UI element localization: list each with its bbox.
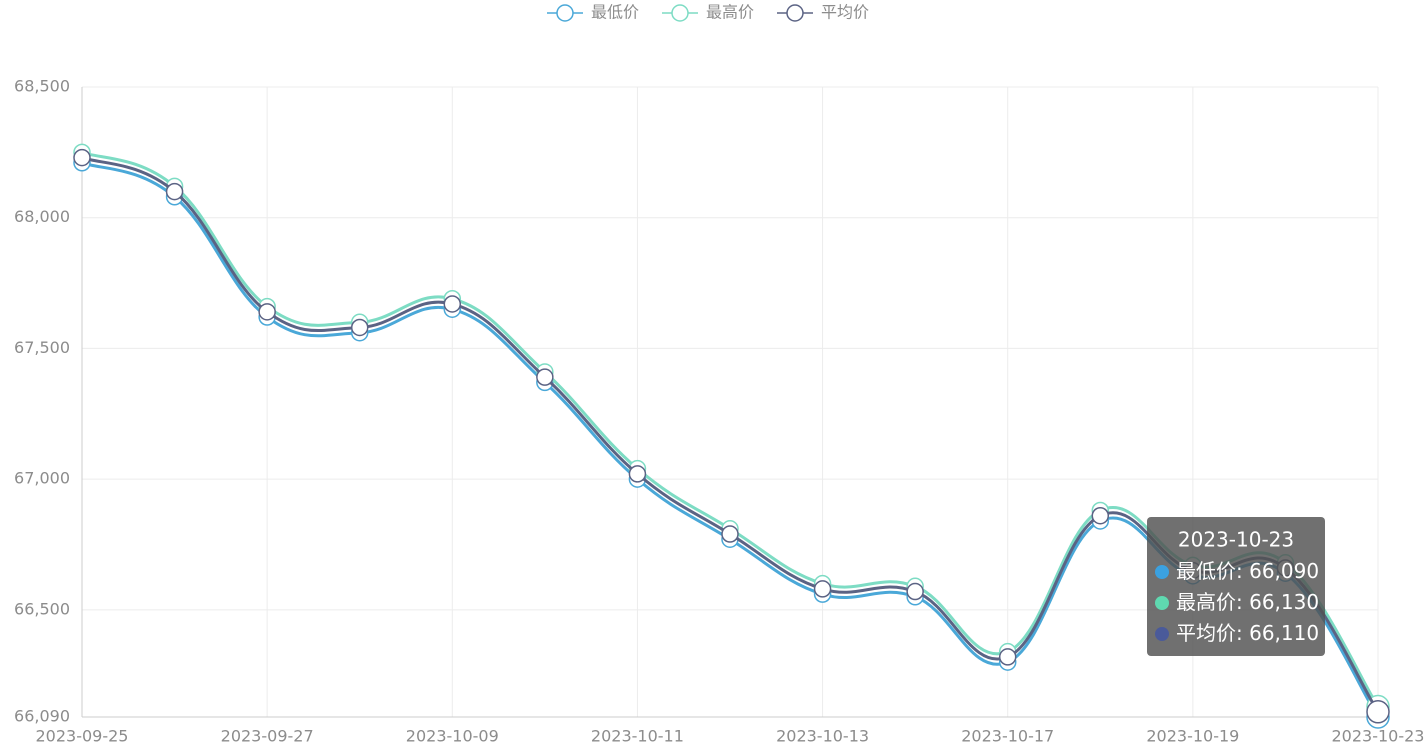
tooltip-marker bbox=[1155, 627, 1169, 641]
tooltip-name: 最高价 bbox=[1176, 590, 1236, 614]
tooltip-value: 66,130 bbox=[1249, 590, 1319, 614]
tooltip-marker bbox=[1155, 565, 1169, 579]
y-tick-label: 66,500 bbox=[14, 599, 70, 618]
point-marker bbox=[73, 148, 91, 167]
y-tick-label: 68,000 bbox=[14, 207, 70, 226]
y-tick-label: 67,000 bbox=[14, 469, 70, 488]
point-marker bbox=[628, 465, 647, 483]
tooltip-value: 66,090 bbox=[1249, 559, 1319, 583]
point-marker bbox=[1366, 700, 1390, 724]
tooltip-sep: : bbox=[1236, 559, 1249, 583]
x-tick-label: 2023-10-11 bbox=[591, 727, 684, 746]
y-tick-label: 68,500 bbox=[14, 77, 70, 96]
point-marker bbox=[350, 318, 369, 337]
x-tick-label: 2023-10-13 bbox=[776, 727, 869, 746]
tooltip-marker bbox=[1155, 596, 1169, 610]
legend-icon bbox=[671, 4, 689, 22]
tooltip-name: 平均价 bbox=[1176, 621, 1236, 645]
point-marker bbox=[906, 582, 924, 601]
x-tick-label: 2023-10-19 bbox=[1146, 727, 1239, 746]
tooltip-row: 最低价: 66,090 bbox=[1176, 559, 1319, 583]
point-marker bbox=[813, 580, 832, 598]
tooltip-box bbox=[1147, 517, 1325, 656]
point-marker bbox=[998, 648, 1017, 666]
tooltip-sep: : bbox=[1236, 621, 1249, 645]
x-tick-label: 2023-09-25 bbox=[36, 727, 129, 746]
legend-label: 最低价 bbox=[591, 3, 639, 22]
tooltip-row: 最高价: 66,130 bbox=[1176, 590, 1319, 614]
tooltip-row: 平均价: 66,110 bbox=[1176, 621, 1319, 645]
tooltip-title: 2023-10-23 bbox=[1178, 528, 1294, 552]
y-tick-label: 67,500 bbox=[14, 338, 70, 357]
tooltip-name: 最低价 bbox=[1176, 559, 1236, 583]
x-tick-label: 2023-10-17 bbox=[961, 727, 1054, 746]
legend-item: 最低价 bbox=[547, 3, 639, 22]
legend-icon bbox=[786, 4, 804, 22]
legend-label: 最高价 bbox=[706, 3, 754, 22]
tooltip-value: 66,110 bbox=[1249, 621, 1319, 645]
point-marker bbox=[258, 303, 276, 321]
point-marker bbox=[165, 182, 184, 201]
y-tick-label: 66,090 bbox=[14, 707, 70, 726]
tooltip-sep: : bbox=[1236, 590, 1249, 614]
legend-item: 平均价 bbox=[777, 3, 869, 22]
x-tick-label: 2023-10-09 bbox=[406, 727, 499, 746]
point-marker bbox=[1091, 506, 1110, 525]
legend-item: 最高价 bbox=[662, 3, 754, 22]
x-tick-label: 2023-10-23 bbox=[1332, 727, 1425, 746]
point-marker bbox=[443, 295, 462, 313]
legend-icon bbox=[556, 4, 574, 22]
tooltip: 2023-10-23 最低价: 66,090 最高价: 66,130 平均价: 66,… bbox=[1147, 517, 1325, 656]
x-tick-label: 2023-09-27 bbox=[221, 727, 314, 746]
point-marker bbox=[536, 368, 554, 386]
legend-label: 平均价 bbox=[821, 3, 869, 22]
point-marker bbox=[721, 525, 739, 543]
